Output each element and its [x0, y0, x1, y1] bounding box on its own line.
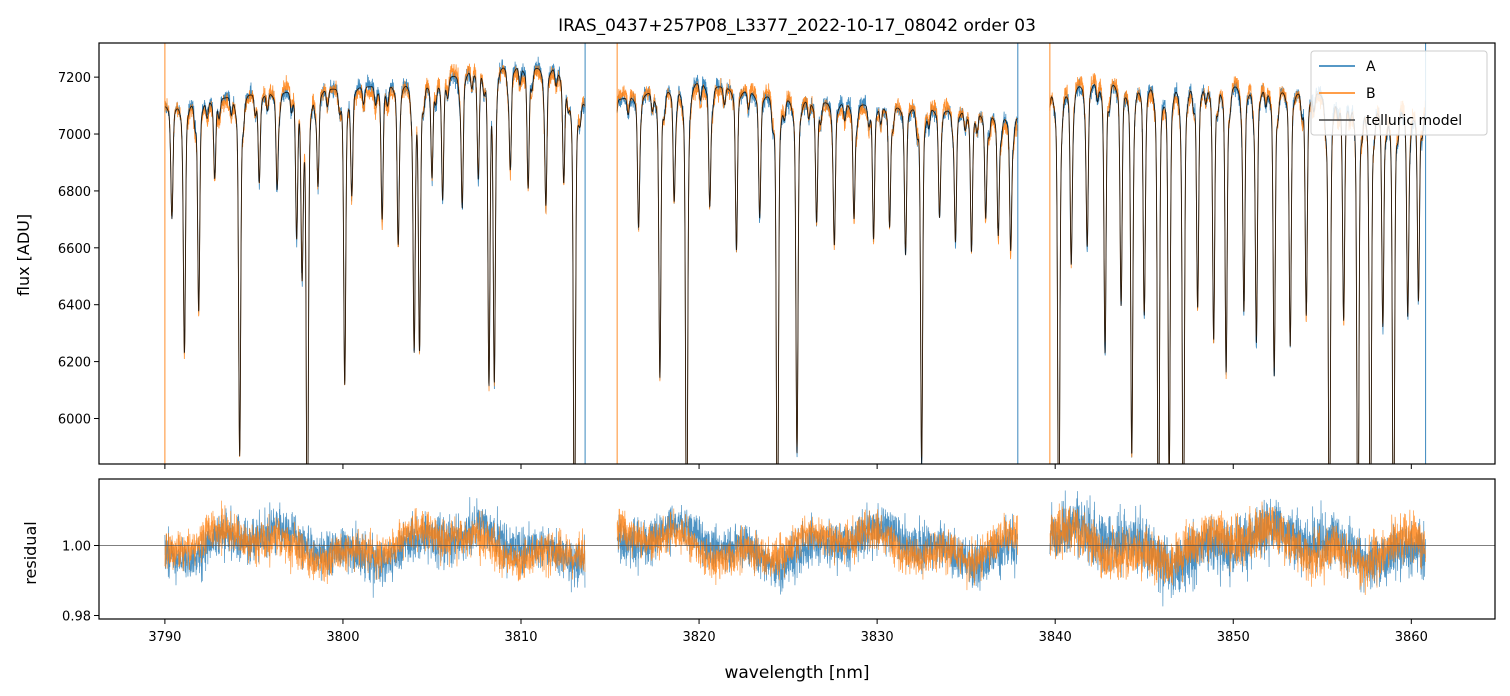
series-telluric-model — [164, 67, 1426, 464]
residual-line-b-seg2 — [1049, 501, 1426, 595]
x-tick-label: 3800 — [326, 630, 359, 645]
flux-y-tick-label: 6200 — [58, 356, 91, 371]
legend-label-b: B — [1366, 86, 1376, 102]
residual-y-tick-label: 1.00 — [62, 540, 91, 555]
flux-y-tick-label: 6400 — [58, 299, 91, 314]
flux-line-telluric-model-seg2 — [1049, 84, 1426, 464]
residual-series-b — [164, 500, 1426, 595]
x-tick-label: 3820 — [683, 630, 716, 645]
residual-y-tick-label: 0.98 — [62, 610, 91, 625]
flux-y-tick-label: 7200 — [58, 71, 91, 86]
residual-line-a-seg0 — [164, 497, 586, 598]
x-tick-label: 3790 — [148, 630, 181, 645]
flux-line-b-seg2 — [1049, 73, 1426, 464]
x-tick-label: 3860 — [1395, 630, 1428, 645]
flux-y-tick-label: 6800 — [58, 185, 91, 200]
x-tick-label: 3830 — [861, 630, 894, 645]
flux-y-tick-label: 7000 — [58, 128, 91, 143]
series-a — [164, 56, 1426, 464]
series-b — [164, 63, 1426, 464]
flux-line-telluric-model-seg1 — [616, 83, 1018, 464]
residual-line-b-seg0 — [164, 500, 586, 585]
x-tick-label: 3810 — [504, 630, 537, 645]
flux-panel-frame — [98, 42, 1496, 465]
legend: A B telluric model — [1310, 50, 1488, 136]
x-tick-label: 3840 — [1039, 630, 1072, 645]
residual-panel-frame — [98, 478, 1496, 620]
chart-title: IRAS_0437+257P08_L3377_2022-10-17_08042 … — [558, 16, 1036, 36]
residual-y-axis-label: residual — [21, 521, 40, 584]
legend-label-model: telluric model — [1366, 113, 1462, 129]
flux-y-tick-label: 6000 — [58, 412, 91, 427]
flux-line-b-seg0 — [164, 63, 586, 464]
flux-line-telluric-model-seg0 — [164, 67, 586, 464]
flux-y-axis-label: flux [ADU] — [14, 214, 33, 296]
legend-label-a: A — [1366, 59, 1376, 75]
x-tick-label: 3850 — [1217, 630, 1250, 645]
flux-line-a-seg0 — [164, 56, 586, 464]
residual-line-b-seg1 — [616, 508, 1018, 591]
flux-y-tick-label: 6600 — [58, 242, 91, 257]
x-axis-label: wavelength [nm] — [724, 663, 869, 683]
residual-panel: 0.98 1.00 3790 3800 3810 3820 3830 3840 3850 386… — [21, 478, 1496, 683]
legend-box — [1310, 50, 1488, 136]
